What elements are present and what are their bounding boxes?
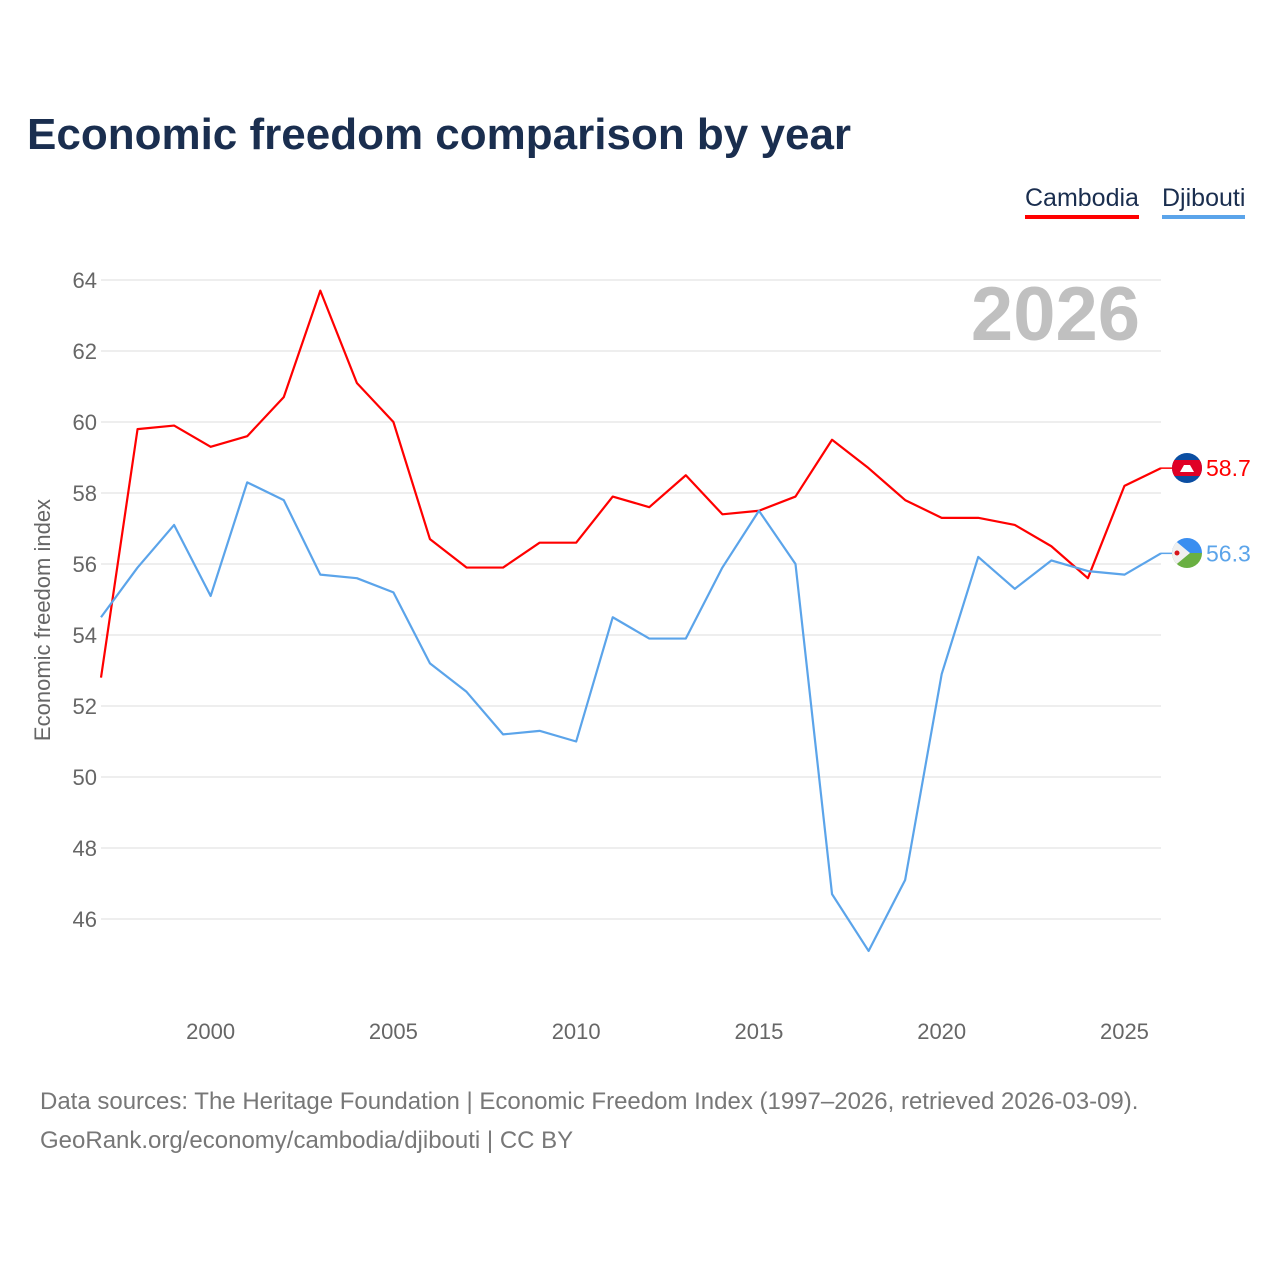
x-tick-label: 2025 <box>1100 1019 1149 1044</box>
x-tick-label: 2000 <box>186 1019 235 1044</box>
cambodia-flag-icon <box>1172 453 1202 483</box>
x-tick-label: 2010 <box>552 1019 601 1044</box>
x-tick-label: 2005 <box>369 1019 418 1044</box>
y-tick-label: 64 <box>73 268 97 293</box>
y-tick-label: 50 <box>73 765 97 790</box>
legend-cambodia[interactable]: Cambodia <box>1025 184 1139 219</box>
series-line-cambodia[interactable] <box>99 289 1162 678</box>
y-tick-label: 60 <box>73 410 97 435</box>
end-value-label-djibouti: 56.3 <box>1206 540 1251 566</box>
y-tick-label: 52 <box>73 694 97 719</box>
djibouti-flag-icon <box>1172 538 1202 568</box>
x-tick-label: 2015 <box>734 1019 783 1044</box>
series-line-djibouti[interactable] <box>100 481 1162 953</box>
data-source-text: Data sources: The Heritage Foundation | … <box>40 1088 1139 1115</box>
y-tick-label: 56 <box>73 552 97 577</box>
y-axis-label: Economic freedom index <box>30 499 55 741</box>
y-tick-label: 48 <box>73 836 97 861</box>
chart-title: Economic freedom comparison by year <box>27 110 852 159</box>
end-value-label-cambodia: 58.7 <box>1206 455 1251 481</box>
y-tick-label: 54 <box>73 623 97 648</box>
y-tick-label: 58 <box>73 481 97 506</box>
year-watermark: 2026 <box>971 272 1140 357</box>
x-tick-label: 2020 <box>917 1019 966 1044</box>
legend-djibouti[interactable]: Djibouti <box>1162 184 1246 219</box>
y-tick-label: 46 <box>73 907 97 932</box>
y-tick-label: 62 <box>73 339 97 364</box>
attribution-link[interactable]: GeoRank.org/economy/cambodia/djibouti | … <box>40 1127 574 1154</box>
